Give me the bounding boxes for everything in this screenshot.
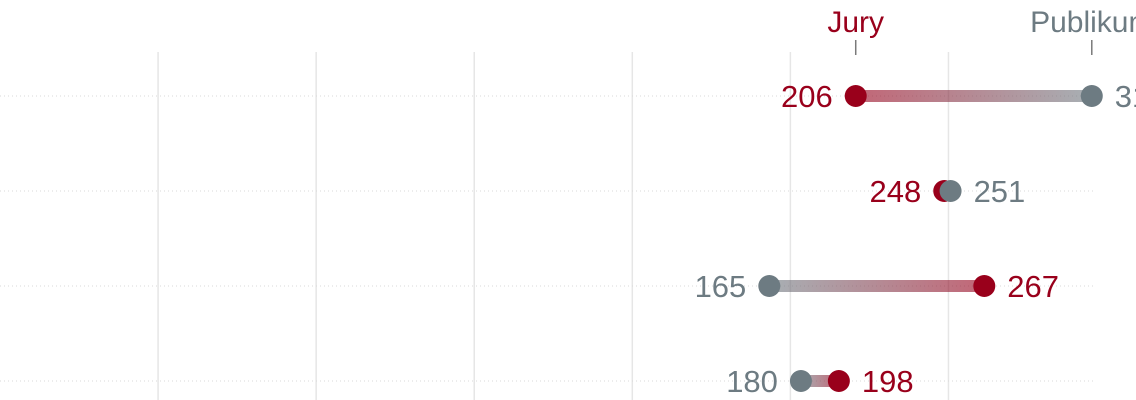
- dumbbell-row: 180 198: [726, 364, 913, 399]
- publikum-value-label: 180: [726, 364, 778, 399]
- publikum-value-label: 251: [974, 174, 1026, 209]
- publikum-point: [758, 275, 781, 297]
- jury-value-label: 267: [1007, 269, 1059, 304]
- jury-value-label: 206: [781, 79, 833, 114]
- legend: Jury Publikum: [827, 6, 1136, 55]
- publikum-point: [789, 370, 812, 392]
- jury-point: [973, 275, 996, 297]
- publikum-value-label: 165: [695, 269, 747, 304]
- publikum-value-label: 318: [1115, 79, 1136, 114]
- jury-point: [844, 85, 867, 107]
- publikum-point: [939, 180, 962, 202]
- rows: 206 318 248 251 165 267 180 198: [695, 79, 1136, 399]
- grid: [0, 52, 1096, 400]
- legend-label-publikum: Publikum: [1030, 6, 1136, 39]
- dumbbell-row: 248 251: [870, 174, 1026, 209]
- jury-point: [827, 370, 850, 392]
- jury-value-label: 198: [862, 364, 914, 399]
- jury-value-label: 248: [870, 174, 922, 209]
- publikum-point: [1080, 85, 1103, 107]
- dumbbell-row: 206 318: [781, 79, 1136, 114]
- legend-label-jury: Jury: [827, 6, 884, 39]
- dumbbell-row: 165 267: [695, 269, 1059, 304]
